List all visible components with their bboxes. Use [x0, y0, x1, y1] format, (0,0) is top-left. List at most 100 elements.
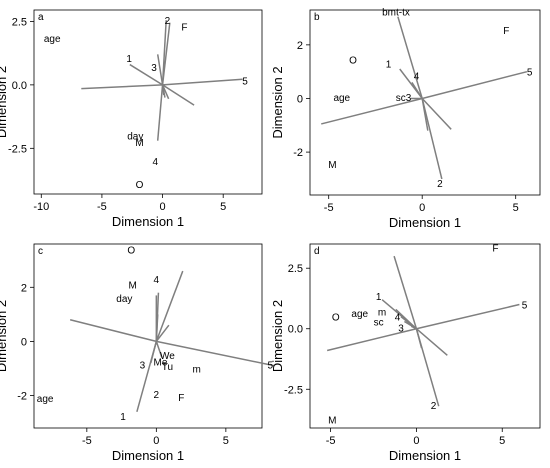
point-label: F	[503, 26, 509, 37]
point-label: 2	[431, 401, 437, 412]
vector	[421, 97, 452, 130]
y-axis-label: Dimension 2	[0, 66, 9, 138]
y-tick-label: -2	[293, 147, 303, 159]
x-axis-label: Dimension 1	[112, 214, 184, 229]
x-axis-label: Dimension 1	[112, 448, 184, 463]
vector	[156, 54, 164, 85]
point-label: 2	[154, 390, 160, 401]
plot-frame	[33, 9, 263, 195]
y-tick-label: 0	[21, 336, 27, 348]
point-label: 5	[522, 300, 528, 311]
y-tick-label: 0.0	[288, 324, 303, 336]
vector-bmt-tx	[397, 16, 423, 99]
vector	[155, 341, 163, 358]
point-label: 5	[527, 68, 533, 79]
y-tick-label: -2	[17, 391, 27, 403]
point-label: 5	[242, 76, 248, 87]
panel-label: a	[38, 12, 44, 23]
plot-frame	[309, 243, 541, 429]
x-tick-label: -5	[82, 435, 92, 447]
point-label: O	[332, 312, 340, 323]
y-tick-label: 0	[297, 93, 303, 105]
point-label: sc	[374, 317, 384, 328]
vector-5	[156, 340, 275, 367]
x-tick-label: 5	[220, 201, 226, 213]
panel-label: c	[38, 246, 43, 257]
panel-label: d	[314, 246, 320, 257]
point-label: We	[160, 351, 175, 362]
point-label: 1	[376, 292, 382, 303]
vector	[155, 324, 170, 342]
point-label: Tu	[162, 362, 173, 373]
vector	[415, 328, 448, 356]
point-label: bmt-tx	[382, 7, 410, 18]
vector	[410, 325, 417, 330]
point-label: M	[328, 160, 336, 171]
vector	[69, 319, 157, 343]
point-label: m	[192, 364, 200, 375]
vector	[421, 98, 429, 131]
point-label: 1	[386, 60, 392, 71]
vector	[393, 255, 418, 329]
x-tick-label: 0	[159, 201, 165, 213]
vector	[156, 84, 164, 141]
vector	[81, 84, 163, 90]
y-tick-label: -2.5	[284, 384, 303, 396]
point-label: 4	[414, 72, 420, 83]
vector	[415, 328, 423, 349]
x-tick-label: 0	[413, 435, 419, 447]
x-tick-label: 0	[153, 435, 159, 447]
panel-d: d -5 0 5 -2.5 0.0 2.5 Dimension 1 Dimension 2 F 1a…	[270, 243, 541, 463]
x-tick-label: 5	[223, 435, 229, 447]
point-label: 3	[398, 323, 404, 334]
y-tick-label: 2	[297, 40, 303, 52]
vector	[411, 81, 423, 99]
x-axis-label: Dimension 1	[389, 448, 461, 463]
vector-5	[416, 303, 520, 330]
panel-b: b -5 0 5 -2 0 2 Dimension 1 Dimension 2 bmt-tx F O 1…	[270, 7, 541, 230]
panel-label: b	[314, 12, 320, 23]
panel-a: a -10 -5 0 5 -2.5 0.0 2.5 Dimension 1 Dimension 2…	[0, 9, 263, 229]
x-tick-label: 0	[419, 202, 425, 214]
point-label: age	[333, 93, 350, 104]
vector	[321, 97, 423, 125]
x-tick-label: -5	[324, 202, 334, 214]
point-label: 4	[154, 275, 160, 286]
point-label: M	[328, 415, 336, 426]
point-label: O	[127, 245, 135, 256]
y-tick-label: 2.5	[288, 263, 303, 275]
point-label: F	[178, 393, 184, 404]
point-label: sc3	[396, 93, 412, 104]
point-label: age	[351, 309, 368, 320]
plot-frame	[33, 243, 263, 429]
y-tick-label: -2.5	[8, 143, 27, 155]
point-label: M	[135, 138, 143, 149]
point-label: 2	[165, 16, 171, 27]
vector	[129, 63, 163, 86]
vector	[161, 22, 171, 85]
y-tick-label: 0.0	[12, 80, 27, 92]
x-tick-label: -10	[33, 201, 49, 213]
point-label: day	[116, 294, 132, 305]
plot-frame	[309, 9, 541, 196]
point-label: m	[378, 308, 386, 319]
point-label: 4	[152, 157, 158, 168]
point-label: day	[127, 132, 143, 143]
y-axis-label: Dimension 2	[0, 300, 9, 372]
point-label: Me	[154, 358, 168, 369]
vector	[155, 314, 159, 342]
point-label: 1	[120, 412, 126, 423]
x-tick-label: -5	[326, 435, 336, 447]
vector	[326, 328, 417, 352]
point-label: 2	[437, 179, 443, 190]
point-label: O	[349, 56, 357, 67]
y-tick-label: 2	[21, 282, 27, 294]
y-axis-label: Dimension 2	[270, 66, 285, 138]
vector-2	[421, 98, 443, 180]
x-tick-label: 5	[499, 435, 505, 447]
point-label: age	[44, 34, 61, 45]
x-tick-label: -5	[97, 201, 107, 213]
point-label: O	[136, 180, 144, 191]
